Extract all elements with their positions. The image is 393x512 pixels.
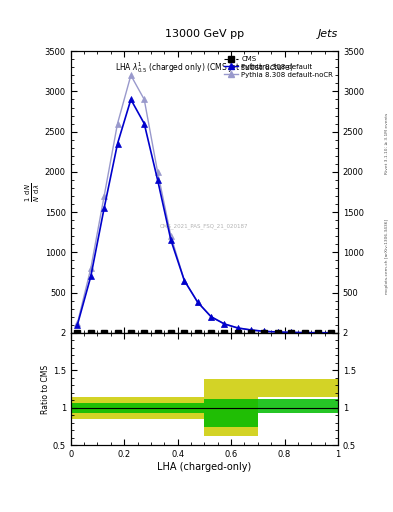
Text: 13000 GeV pp: 13000 GeV pp xyxy=(165,29,244,39)
Text: Jets: Jets xyxy=(318,29,338,39)
Text: CMS_2021_PAS_FSQ_21_020187: CMS_2021_PAS_FSQ_21_020187 xyxy=(160,223,249,229)
Text: $\frac{1}{N}\,\frac{\mathrm{d}N}{\mathrm{d}\lambda}$: $\frac{1}{N}\,\frac{\mathrm{d}N}{\mathrm… xyxy=(24,182,42,202)
Text: LHA $\lambda^{1}_{0.5}$ (charged only) (CMS jet substructure): LHA $\lambda^{1}_{0.5}$ (charged only) (… xyxy=(115,60,294,75)
Text: mcplots.cern.ch [arXiv:1306.3436]: mcplots.cern.ch [arXiv:1306.3436] xyxy=(385,219,389,293)
Y-axis label: Ratio to CMS: Ratio to CMS xyxy=(41,365,50,414)
X-axis label: LHA (charged-only): LHA (charged-only) xyxy=(157,462,252,472)
Text: Rivet 3.1.10; ≥ 3.1M events: Rivet 3.1.10; ≥ 3.1M events xyxy=(385,113,389,174)
Legend: CMS, Pythia 8.308 default, Pythia 8.308 default-noCR: CMS, Pythia 8.308 default, Pythia 8.308 … xyxy=(222,55,334,79)
